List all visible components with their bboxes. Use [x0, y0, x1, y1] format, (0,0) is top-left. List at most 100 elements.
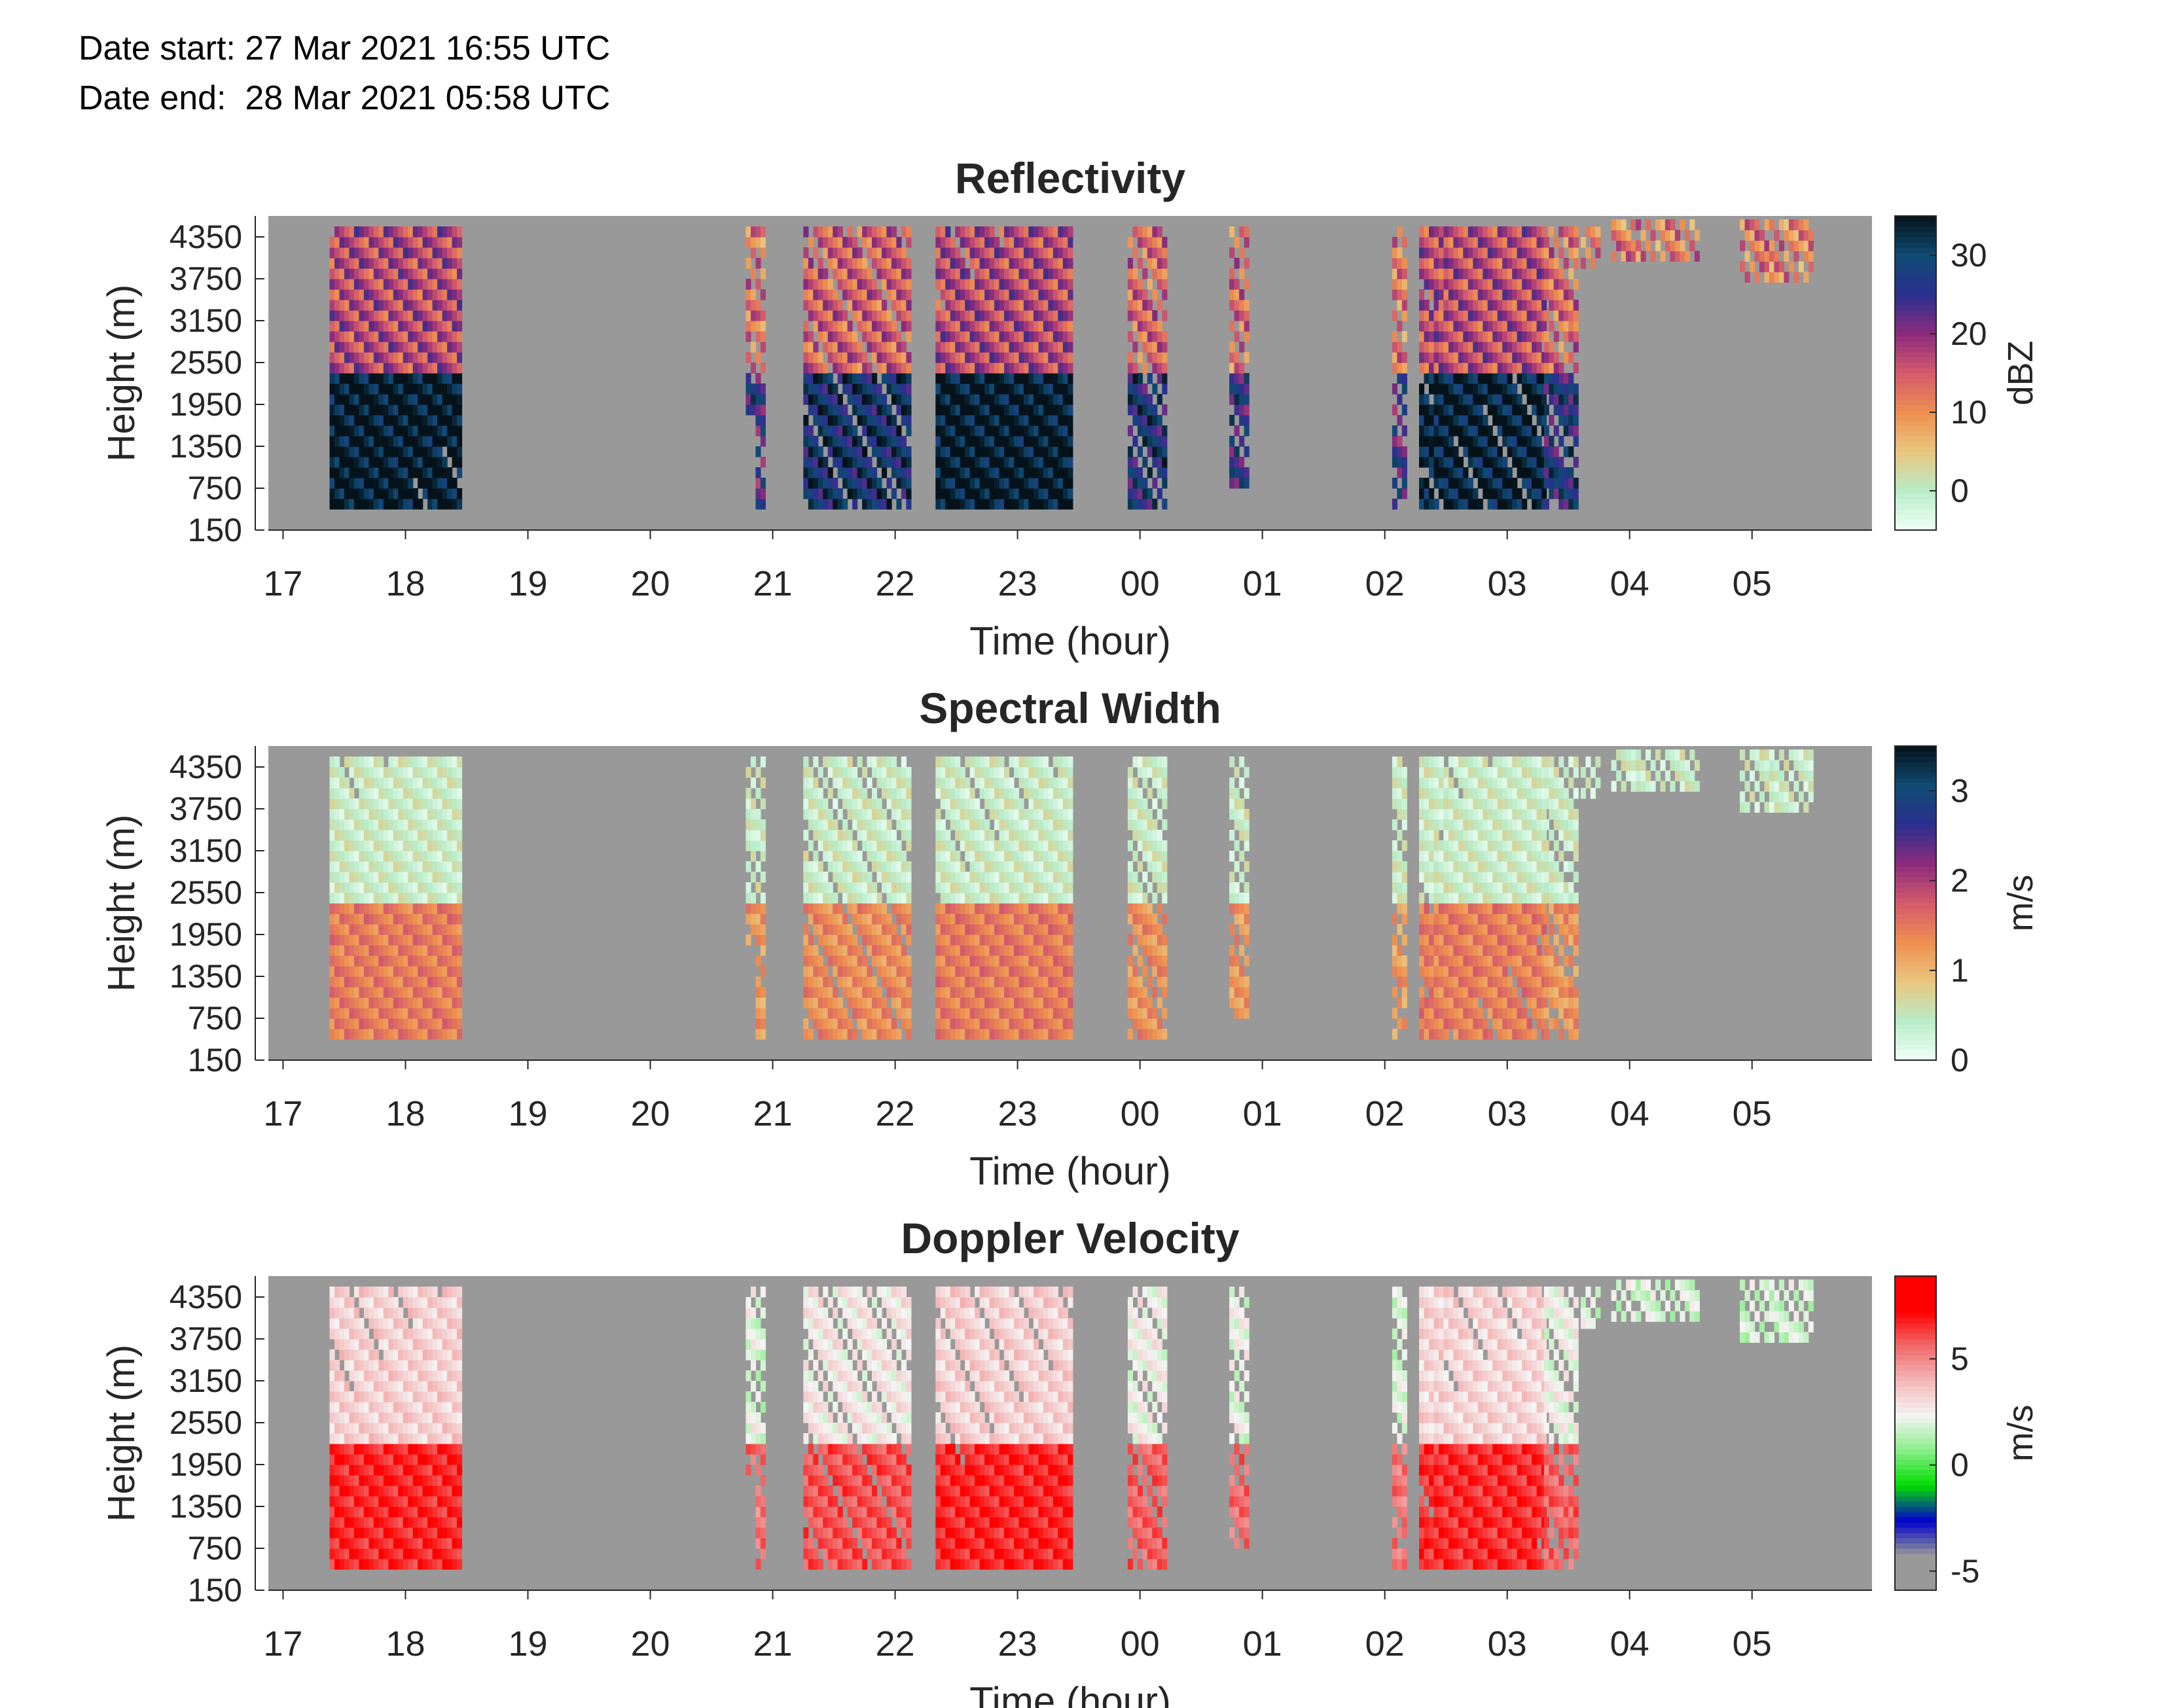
echo-cell	[755, 425, 761, 436]
echo-cell	[823, 1029, 829, 1040]
echo-cell	[1522, 258, 1528, 269]
echo-cell	[746, 394, 751, 405]
echo-cell	[1014, 415, 1020, 426]
echo-cell	[833, 945, 838, 956]
echo-cell	[827, 861, 833, 872]
echo-cell	[901, 955, 907, 967]
echo-cell	[363, 840, 369, 851]
echo-cell	[852, 851, 858, 862]
echo-cell	[813, 788, 819, 799]
echo-cell	[1401, 237, 1407, 248]
echo-cell	[842, 1008, 848, 1019]
echo-cell	[1028, 352, 1034, 363]
echo-cell	[823, 924, 829, 935]
echo-cell	[842, 478, 848, 489]
echo-cell	[388, 798, 394, 810]
echo-cell	[818, 383, 823, 395]
echo-cell	[950, 258, 956, 269]
echo-cell	[442, 499, 448, 510]
echo-cell	[833, 383, 838, 395]
echo-cell	[760, 851, 766, 862]
echo-cell	[1147, 394, 1153, 405]
echo-cell	[994, 488, 1000, 499]
echo-cell	[1014, 363, 1020, 374]
echo-cell	[818, 394, 823, 405]
echo-cell	[1543, 237, 1549, 248]
echo-cell	[955, 1018, 961, 1029]
echo-cell	[412, 457, 418, 468]
echo-cell	[842, 446, 848, 457]
echo-cell	[457, 830, 463, 841]
echo-cell	[1803, 240, 1809, 251]
echo-cell	[847, 840, 853, 851]
echo-cell	[353, 1029, 359, 1040]
echo-cell	[339, 415, 345, 426]
echo-cell	[1798, 230, 1804, 241]
echo-cell	[852, 352, 858, 363]
echo-cell	[945, 976, 951, 987]
echo-cell	[906, 798, 912, 810]
echo-cell	[388, 415, 394, 426]
echo-cell	[852, 310, 858, 321]
echo-cell	[1458, 394, 1464, 405]
echo-cell	[359, 383, 365, 395]
echo-cell	[876, 300, 882, 311]
echo-cell	[1526, 457, 1532, 468]
echo-cell	[755, 352, 761, 363]
echo-cell	[837, 363, 843, 374]
echo-cell	[1507, 342, 1513, 353]
echo-cell	[1536, 247, 1542, 258]
echo-cell	[373, 903, 379, 914]
echo-cell	[999, 436, 1005, 447]
echo-cell	[842, 425, 848, 436]
echo-cell	[1660, 219, 1666, 230]
echo-cell	[746, 830, 751, 841]
echo-cell	[447, 488, 453, 499]
echo-cell	[1507, 268, 1513, 279]
echo-cell	[1448, 331, 1454, 342]
echo-cell	[827, 247, 833, 258]
echo-cell	[452, 394, 458, 405]
echo-cell	[940, 247, 946, 258]
echo-cell	[398, 809, 404, 820]
echo-cell	[803, 425, 809, 436]
echo-cell	[388, 830, 394, 841]
echo-cell	[1033, 279, 1039, 290]
echo-cell	[965, 394, 971, 405]
echo-cell	[1750, 240, 1755, 251]
echo-cell	[1512, 310, 1518, 321]
echo-cell	[901, 767, 907, 778]
echo-cell	[427, 924, 433, 935]
echo-cell	[412, 914, 418, 925]
echo-cell	[442, 840, 448, 851]
echo-cell	[906, 809, 912, 820]
echo-cell	[363, 1029, 369, 1040]
echo-cell	[1043, 383, 1049, 395]
echo-cell	[378, 955, 384, 967]
colorbar-step	[1895, 499, 1936, 505]
echo-cell	[1433, 446, 1439, 457]
echo-cell	[989, 373, 995, 384]
y-tick-label: 2550	[170, 344, 242, 381]
echo-cell	[1132, 279, 1138, 290]
echo-cell	[359, 237, 365, 248]
echo-cell	[1014, 446, 1020, 457]
echo-cell	[1438, 342, 1444, 353]
echo-cell	[891, 893, 897, 904]
echo-cell	[857, 279, 863, 290]
echo-cell	[872, 342, 878, 353]
echo-cell	[901, 342, 907, 353]
echo-cell	[1162, 247, 1168, 258]
echo-cell	[989, 478, 995, 489]
echo-cell	[369, 893, 374, 904]
echo-cell	[746, 352, 751, 363]
echo-cell	[803, 966, 809, 977]
echo-cell	[329, 436, 335, 447]
echo-cell	[955, 499, 961, 510]
echo-cell	[847, 903, 853, 914]
echo-cell	[896, 342, 902, 353]
echo-cell	[427, 247, 433, 258]
echo-cell	[906, 425, 912, 436]
echo-cell	[353, 373, 359, 384]
echo-cell	[837, 903, 843, 914]
